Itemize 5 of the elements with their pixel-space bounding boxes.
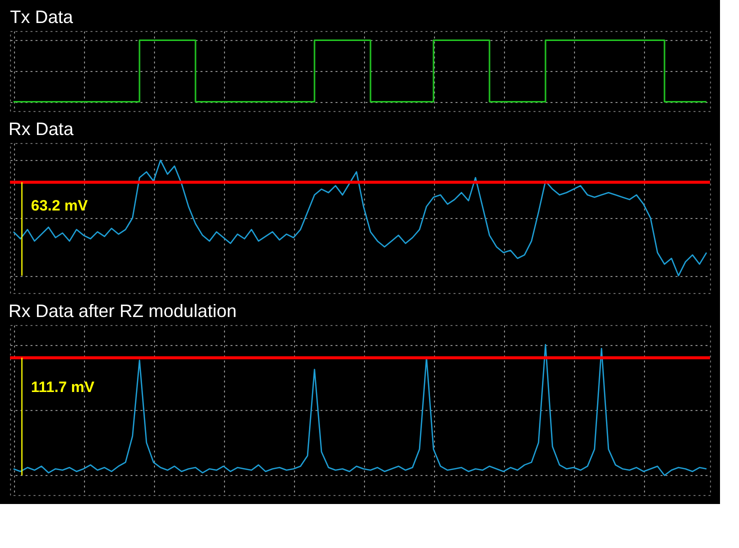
ref-line-label: 111.7 mV [31, 379, 94, 396]
ref-line-label: 63.2 mV [31, 198, 88, 215]
chart-title: Tx Data [10, 7, 74, 27]
chart-title: Rx Data [8, 119, 75, 139]
chart-title: Rx Data after RZ modulation [8, 301, 237, 321]
